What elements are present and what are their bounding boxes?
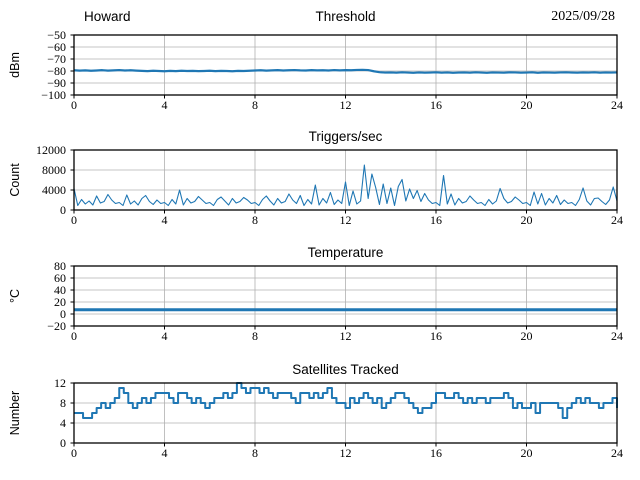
y-tick-label: −20 xyxy=(47,318,66,333)
chart-temperature-title: Temperature xyxy=(307,245,384,260)
y-tick-label: 12000 xyxy=(36,142,66,157)
x-tick-label: 8 xyxy=(252,329,258,343)
plot-frame xyxy=(73,265,618,327)
chart-triggers-xtick-labels: 0 4 8 12 16 20 24 xyxy=(71,213,623,228)
y-tick-label: 12 xyxy=(54,375,66,390)
x-tick-label: 0 xyxy=(71,446,77,460)
chart-temperature-plot-area xyxy=(70,265,618,330)
x-tick-label: 20 xyxy=(520,213,533,227)
x-tick-label: 24 xyxy=(611,213,623,227)
x-tick-label: 12 xyxy=(339,446,352,460)
y-tick-label: 20 xyxy=(54,294,66,309)
y-tick-label: 60 xyxy=(54,270,66,285)
chart-temperature-ytick-labels: −20 0 20 40 60 80 xyxy=(0,259,66,333)
chart-satellites-xtick-labels: 0 4 8 12 16 20 24 xyxy=(71,446,623,461)
x-tick-label: 12 xyxy=(339,329,352,343)
chart-triggers-ytick-labels: 0 4000 8000 12000 xyxy=(0,143,66,217)
chart-triggers-title-row: Triggers/sec xyxy=(74,128,617,146)
chart-threshold-ytick-labels: −100 −90 −80 −70 −60 −50 xyxy=(0,28,66,102)
chart-threshold-title-row: Howard Threshold 2025/09/28 xyxy=(74,8,617,26)
y-tick-label: 4000 xyxy=(42,182,66,197)
y-tick-label: 80 xyxy=(54,258,66,273)
y-tick-label: −50 xyxy=(47,27,66,42)
chart-triggers-canvas xyxy=(70,149,618,214)
chart-threshold-title: Threshold xyxy=(315,9,376,24)
chart-temperature-xtick-labels: 0 4 8 12 16 20 24 xyxy=(71,329,623,344)
x-tick-label: 12 xyxy=(339,213,352,227)
y-tick-label: 40 xyxy=(54,282,66,297)
x-tick-label: 8 xyxy=(252,98,258,112)
x-tick-label: 0 xyxy=(71,213,77,227)
y-tick-label: 0 xyxy=(60,435,66,450)
chart-temperature-canvas xyxy=(70,265,618,330)
x-tick-label: 24 xyxy=(611,98,623,112)
x-tick-label: 24 xyxy=(611,329,623,343)
x-tick-label: 0 xyxy=(71,329,77,343)
y-tick-label: 8000 xyxy=(42,162,66,177)
y-tick-label: −70 xyxy=(47,51,66,66)
chart-satellites-canvas xyxy=(70,382,618,447)
x-tick-label: 20 xyxy=(520,329,533,343)
plot-frame xyxy=(73,382,618,444)
x-tick-label: 8 xyxy=(252,213,258,227)
chart-satellites-ytick-labels: 0 4 8 12 xyxy=(0,376,66,450)
chart-triggers-title: Triggers/sec xyxy=(308,129,383,144)
y-tick-label: 0 xyxy=(60,306,66,321)
x-tick-label: 24 xyxy=(611,446,623,460)
chart-satellites-title: Satellites Tracked xyxy=(292,362,399,377)
chart-threshold-canvas xyxy=(70,34,618,99)
plot-frame xyxy=(73,34,618,96)
chart-temperature: Temperature °C −20 0 20 40 60 80 0 4 8 12 16 20 24 xyxy=(0,244,640,354)
chart-satellites-title-row: Satellites Tracked xyxy=(74,361,617,379)
chart-threshold-xtick-labels: 0 4 8 12 16 20 24 xyxy=(71,98,623,113)
station-name-label: Howard xyxy=(84,9,131,24)
y-tick-label: 8 xyxy=(60,395,66,410)
x-tick-label: 0 xyxy=(71,98,77,112)
y-tick-label: −100 xyxy=(41,87,66,102)
chart-triggers: Triggers/sec Count 0 4000 8000 12000 0 4 8 12 1… xyxy=(0,128,640,238)
chart-satellites-plot-area xyxy=(70,382,618,447)
date-label: 2025/09/28 xyxy=(551,9,615,24)
x-tick-label: 4 xyxy=(161,329,168,343)
chart-threshold-plot-area xyxy=(70,34,618,99)
chart-threshold: Howard Threshold 2025/09/28 dBm −100 −90−… xyxy=(0,8,640,120)
y-tick-label: −90 xyxy=(47,75,66,90)
x-tick-label: 16 xyxy=(430,446,442,460)
y-tick-label: −60 xyxy=(47,39,66,54)
y-tick-label: 4 xyxy=(60,415,66,430)
chart-temperature-title-row: Temperature xyxy=(74,244,617,262)
triggers-per-sec-line xyxy=(73,164,618,207)
y-tick-label: 0 xyxy=(60,202,66,217)
threshold-dbm-line xyxy=(73,68,618,74)
x-tick-label: 20 xyxy=(520,98,533,112)
x-tick-label: 4 xyxy=(161,446,168,460)
x-tick-label: 4 xyxy=(161,98,168,112)
x-tick-label: 20 xyxy=(520,446,533,460)
x-tick-label: 16 xyxy=(430,98,442,112)
x-tick-label: 4 xyxy=(161,213,168,227)
x-tick-label: 12 xyxy=(339,98,352,112)
y-tick-label: −80 xyxy=(47,63,66,78)
satellites-tracked-line xyxy=(74,382,618,419)
plot-frame xyxy=(73,149,618,211)
x-tick-label: 16 xyxy=(430,329,442,343)
chart-triggers-plot-area xyxy=(70,149,618,214)
chart-satellites: Satellites Tracked Number 0 4 8 12 0 4 8 12 16 2… xyxy=(0,361,640,471)
x-tick-label: 8 xyxy=(252,446,258,460)
x-tick-label: 16 xyxy=(430,213,442,227)
